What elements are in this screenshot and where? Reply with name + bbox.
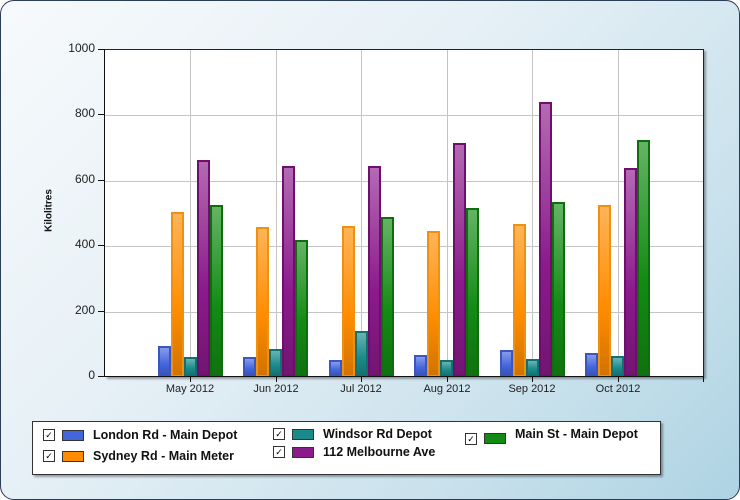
gridline-horizontal <box>105 180 703 182</box>
x-tick-label: Aug 2012 <box>423 383 471 395</box>
bar[interactable] <box>157 345 171 377</box>
legend-checkbox[interactable]: ✓ <box>465 433 477 445</box>
y-axis-title: Kilolitres <box>43 189 55 232</box>
x-tick-label: Jul 2012 <box>340 383 382 395</box>
gridline-vertical <box>361 50 363 377</box>
legend-label: 112 Melbourne Ave <box>323 445 436 459</box>
x-tick-label: Jun 2012 <box>253 383 299 395</box>
bar[interactable] <box>380 217 394 377</box>
bar[interactable] <box>585 353 599 377</box>
bar[interactable] <box>538 102 552 377</box>
x-tick-mark <box>618 376 619 382</box>
legend-swatch <box>292 446 314 458</box>
legend-checkbox[interactable]: ✓ <box>43 429 55 441</box>
bar[interactable] <box>427 230 441 377</box>
x-tick-label: Oct 2012 <box>595 383 641 395</box>
bar[interactable] <box>466 207 480 377</box>
gridline-vertical <box>446 50 448 377</box>
bar[interactable] <box>414 355 428 377</box>
bar[interactable] <box>295 240 309 377</box>
y-tick-mark <box>98 114 105 115</box>
legend-item-melbourne-ave[interactable]: ✓ 112 Melbourne Ave <box>273 444 435 460</box>
legend-checkbox[interactable]: ✓ <box>273 428 285 440</box>
gridline-horizontal <box>105 246 703 248</box>
bar[interactable] <box>611 356 625 377</box>
legend-swatch <box>292 428 314 440</box>
gridline-vertical <box>190 50 192 377</box>
x-tick-mark <box>447 376 448 382</box>
x-tick-mark <box>703 376 704 382</box>
y-tick-label: 400 <box>74 237 95 251</box>
gridline-vertical <box>275 50 277 377</box>
legend-item-london-rd[interactable]: ✓ London Rd - Main Depot <box>43 427 237 443</box>
bar[interactable] <box>341 225 355 377</box>
y-tick-label: 800 <box>74 106 95 120</box>
legend-swatch <box>62 450 84 462</box>
legend-item-windsor-rd[interactable]: ✓ Windsor Rd Depot <box>273 426 432 442</box>
x-tick-mark <box>190 376 191 382</box>
bar[interactable] <box>183 357 197 377</box>
y-tick-mark <box>98 180 105 181</box>
x-tick-mark <box>532 376 533 382</box>
legend-item-main-st[interactable]: ✓ Main St - Main Depot <box>465 426 638 445</box>
bar[interactable] <box>256 226 270 377</box>
x-tick-mark <box>276 376 277 382</box>
plot-area <box>105 49 704 377</box>
bar[interactable] <box>282 166 296 377</box>
y-tick-label: 1000 <box>68 41 95 55</box>
bar[interactable] <box>243 357 257 377</box>
gridline-horizontal <box>105 311 703 313</box>
bar[interactable] <box>170 211 184 377</box>
bar[interactable] <box>209 205 223 377</box>
y-tick-label: 0 <box>88 368 95 382</box>
legend-checkbox[interactable]: ✓ <box>273 446 285 458</box>
bar[interactable] <box>269 348 283 377</box>
legend-label: London Rd - Main Depot <box>93 428 238 442</box>
bar[interactable] <box>328 360 342 377</box>
x-tick-label: May 2012 <box>165 383 215 395</box>
bar[interactable] <box>354 330 368 377</box>
legend-label: Main St - Main Depot <box>515 427 638 441</box>
bar[interactable] <box>499 349 513 377</box>
gridline-vertical <box>617 50 619 377</box>
bar[interactable] <box>624 167 638 377</box>
bar[interactable] <box>551 202 565 377</box>
y-tick-mark <box>98 311 105 312</box>
legend-label: Windsor Rd Depot <box>323 427 432 441</box>
y-tick-label: 200 <box>74 303 95 317</box>
bar[interactable] <box>196 159 210 377</box>
legend-swatch <box>62 429 84 441</box>
y-tick-mark <box>98 376 105 377</box>
y-tick-mark <box>98 49 105 50</box>
bar[interactable] <box>637 139 651 377</box>
legend-item-sydney-rd[interactable]: ✓ Sydney Rd - Main Meter <box>43 448 234 464</box>
bar[interactable] <box>440 360 454 377</box>
bar[interactable] <box>512 223 526 377</box>
x-axis-line <box>104 376 704 377</box>
y-tick-mark <box>98 245 105 246</box>
gridline-horizontal <box>105 115 703 117</box>
x-tick-mark <box>361 376 362 382</box>
x-tick-label: Sep 2012 <box>508 383 556 395</box>
legend-checkbox[interactable]: ✓ <box>43 450 55 462</box>
y-tick-label: 600 <box>74 172 95 186</box>
legend-label: Sydney Rd - Main Meter <box>93 449 234 463</box>
gridline-vertical <box>532 50 534 377</box>
legend: ✓ London Rd - Main Depot ✓ Sydney Rd - M… <box>32 421 661 475</box>
bar[interactable] <box>525 359 539 377</box>
bar[interactable] <box>453 142 467 377</box>
y-axis-line <box>104 49 105 377</box>
bar[interactable] <box>598 204 612 377</box>
legend-swatch <box>484 432 506 444</box>
bar[interactable] <box>367 166 381 377</box>
